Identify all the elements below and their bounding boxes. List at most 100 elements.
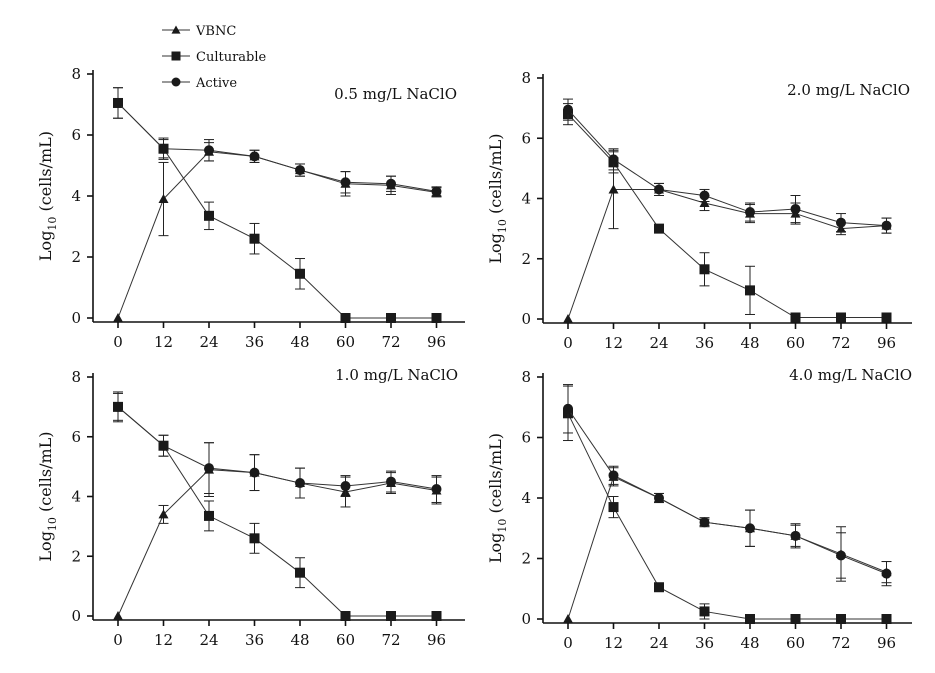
y-axis-label-sub: 10 bbox=[46, 217, 59, 231]
data-point-active bbox=[745, 207, 755, 217]
legend-label: Active bbox=[195, 76, 237, 91]
data-point-culturable bbox=[609, 502, 619, 512]
y-axis-label-prefix: Log bbox=[36, 231, 55, 262]
y-tick-label: 6 bbox=[521, 129, 531, 147]
legend-entry-vbnc: VBNC bbox=[162, 24, 236, 39]
y-tick-label: 0 bbox=[71, 607, 81, 625]
x-tick-label: 48 bbox=[740, 334, 759, 352]
series-line-culturable bbox=[118, 407, 437, 616]
x-tick-label: 60 bbox=[336, 333, 355, 351]
data-point-culturable bbox=[295, 269, 305, 279]
x-tick-label: 36 bbox=[245, 333, 264, 351]
data-point-culturable bbox=[745, 285, 755, 295]
series-culturable bbox=[563, 386, 892, 624]
data-point-active bbox=[341, 177, 351, 187]
y-axis-label: Log10 (cells/mL) bbox=[486, 133, 509, 263]
y-tick-label: 6 bbox=[521, 429, 531, 447]
y-axis-label-suffix: (cells/mL) bbox=[36, 131, 55, 217]
panel-title: 4.0 mg/L NaClO bbox=[789, 366, 912, 384]
data-point-culturable bbox=[654, 582, 664, 592]
x-tick-label: 60 bbox=[786, 334, 805, 352]
x-tick-label: 24 bbox=[199, 631, 218, 649]
x-tick-label: 72 bbox=[831, 634, 850, 652]
y-axis-label-sub: 10 bbox=[496, 219, 509, 233]
legend-marker-active bbox=[172, 78, 181, 87]
data-point-active bbox=[609, 154, 619, 164]
series-line-vbnc bbox=[568, 189, 887, 319]
data-point-culturable bbox=[745, 614, 755, 624]
x-tick-label: 36 bbox=[695, 634, 714, 652]
y-axis-label-sub: 10 bbox=[496, 519, 509, 533]
data-point-active bbox=[113, 402, 123, 412]
legend: VBNC Culturable Active bbox=[162, 24, 267, 91]
y-tick-label: 6 bbox=[71, 428, 81, 446]
y-tick-label: 4 bbox=[521, 489, 531, 507]
data-point-active bbox=[295, 478, 305, 488]
series-line-vbnc bbox=[568, 477, 887, 619]
legend-label: Culturable bbox=[196, 50, 267, 65]
y-axis-label-prefix: Log bbox=[36, 531, 55, 562]
y-axis-label: Log10 (cells/mL) bbox=[36, 431, 59, 561]
y-tick-label: 0 bbox=[521, 610, 531, 628]
y-tick-label: 6 bbox=[71, 126, 81, 144]
data-point-culturable bbox=[700, 606, 710, 616]
y-axis-label-sub: 10 bbox=[46, 517, 59, 531]
x-tick-label: 0 bbox=[113, 333, 123, 351]
data-point-active bbox=[654, 184, 664, 194]
data-point-active bbox=[700, 190, 710, 200]
x-tick-label: 96 bbox=[427, 631, 446, 649]
series-line-vbnc bbox=[118, 152, 437, 318]
data-point-active bbox=[204, 463, 214, 473]
x-tick-label: 48 bbox=[290, 631, 309, 649]
x-tick-label: 96 bbox=[427, 333, 446, 351]
data-point-active bbox=[341, 481, 351, 491]
legend-entry-culturable: Culturable bbox=[162, 50, 267, 65]
data-point-active bbox=[882, 569, 892, 579]
data-point-culturable bbox=[204, 511, 214, 521]
x-tick-label: 0 bbox=[563, 334, 573, 352]
data-point-culturable bbox=[836, 614, 846, 624]
data-point-culturable bbox=[386, 611, 396, 621]
y-tick-label: 2 bbox=[71, 547, 81, 565]
x-tick-label: 12 bbox=[604, 634, 623, 652]
x-tick-label: 24 bbox=[649, 634, 668, 652]
data-point-culturable bbox=[791, 614, 801, 624]
series-vbnc bbox=[563, 468, 892, 623]
data-point-vbnc bbox=[563, 614, 573, 623]
data-point-active bbox=[295, 165, 305, 175]
data-point-active bbox=[791, 204, 801, 214]
data-point-culturable bbox=[432, 611, 442, 621]
data-point-active bbox=[250, 468, 260, 478]
figure-canvas: VBNCCulturableActive 0246801224364860729… bbox=[0, 0, 935, 673]
y-tick-label: 4 bbox=[71, 187, 81, 205]
data-point-culturable bbox=[250, 533, 260, 543]
x-tick-label: 36 bbox=[695, 334, 714, 352]
panel-2-0-mg-naclo: 02468012243648607296Log10 (cells/mL)2.0 … bbox=[486, 69, 912, 352]
data-point-active bbox=[836, 550, 846, 560]
data-point-vbnc bbox=[563, 314, 573, 323]
data-point-culturable bbox=[836, 312, 846, 322]
panel-title: 0.5 mg/L NaClO bbox=[334, 85, 457, 103]
data-point-active bbox=[654, 493, 664, 503]
panel-title: 1.0 mg/L NaClO bbox=[335, 366, 458, 384]
data-point-culturable bbox=[882, 312, 892, 322]
x-tick-label: 60 bbox=[336, 631, 355, 649]
y-tick-label: 8 bbox=[71, 368, 81, 386]
series-line-culturable bbox=[568, 114, 887, 317]
x-tick-label: 36 bbox=[245, 631, 264, 649]
x-tick-label: 0 bbox=[113, 631, 123, 649]
x-tick-label: 72 bbox=[831, 334, 850, 352]
y-axis-label-suffix: (cells/mL) bbox=[486, 433, 505, 519]
data-point-vbnc bbox=[113, 611, 123, 620]
y-tick-label: 0 bbox=[521, 310, 531, 328]
series-culturable bbox=[563, 104, 892, 323]
data-point-culturable bbox=[432, 313, 442, 323]
data-point-active bbox=[159, 144, 169, 154]
y-tick-label: 2 bbox=[521, 550, 531, 568]
data-point-culturable bbox=[700, 264, 710, 274]
data-point-active bbox=[113, 98, 123, 108]
x-tick-label: 72 bbox=[381, 333, 400, 351]
data-point-active bbox=[159, 441, 169, 451]
series-line-culturable bbox=[568, 413, 887, 619]
y-tick-label: 8 bbox=[521, 69, 531, 87]
